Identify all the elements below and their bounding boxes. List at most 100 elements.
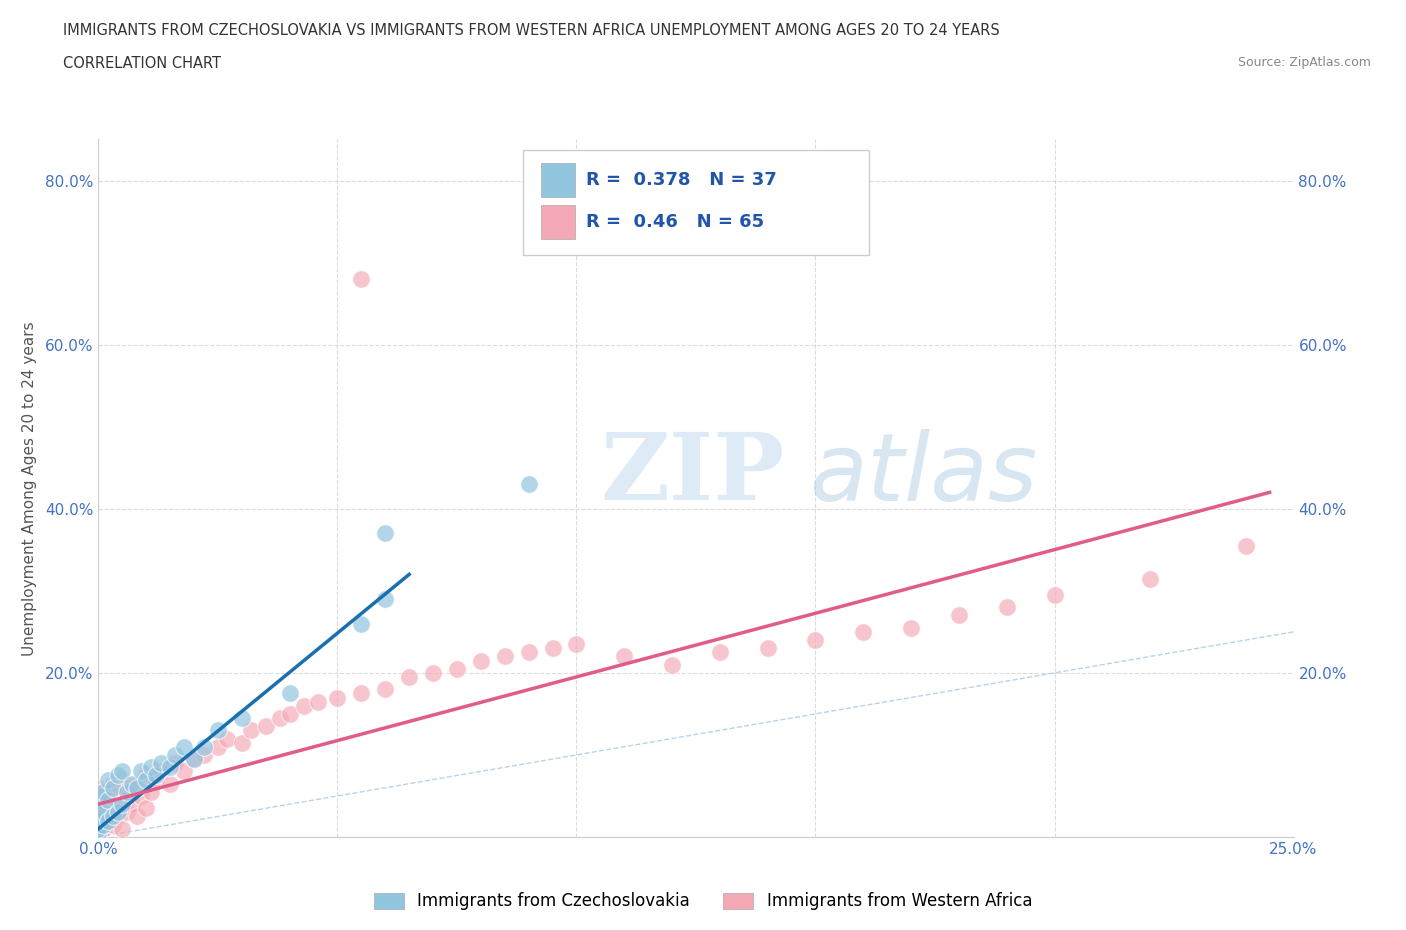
Point — [87, 801, 110, 816]
Point — [115, 784, 138, 799]
Point — [1234, 538, 1257, 553]
Y-axis label: Unemployment Among Ages 20 to 24 years: Unemployment Among Ages 20 to 24 years — [21, 321, 37, 656]
Text: ZIP: ZIP — [600, 430, 785, 519]
Point — [163, 748, 186, 763]
Point — [948, 608, 970, 623]
Point — [374, 682, 396, 697]
Point — [995, 600, 1018, 615]
Point — [139, 784, 162, 799]
Point — [470, 653, 492, 668]
Point — [269, 711, 291, 725]
Point — [87, 789, 110, 804]
Point — [139, 760, 162, 775]
Point — [107, 784, 129, 799]
Point — [278, 707, 301, 722]
Point — [135, 772, 157, 787]
Point — [350, 686, 373, 701]
Point — [350, 272, 373, 286]
Point — [565, 637, 588, 652]
Point — [125, 809, 148, 824]
Point — [231, 711, 253, 725]
Point — [1043, 588, 1066, 603]
Point — [91, 821, 114, 836]
Point — [709, 644, 731, 659]
Point — [145, 768, 167, 783]
Point — [254, 719, 277, 734]
Point — [350, 617, 373, 631]
Point — [900, 620, 922, 635]
Point — [101, 780, 124, 795]
Point — [307, 694, 329, 709]
FancyBboxPatch shape — [523, 150, 869, 255]
Point — [111, 772, 134, 787]
Point — [398, 670, 420, 684]
Point — [87, 813, 110, 828]
Point — [193, 739, 215, 754]
Point — [115, 805, 138, 820]
Point — [91, 784, 114, 799]
Point — [97, 792, 120, 807]
Point — [494, 649, 516, 664]
Point — [111, 821, 134, 836]
Point — [87, 826, 110, 841]
Point — [101, 817, 124, 832]
Point — [111, 764, 134, 778]
Point — [217, 731, 239, 746]
Point — [97, 772, 120, 787]
Point — [326, 690, 349, 705]
Point — [97, 813, 120, 828]
Point — [87, 826, 110, 841]
Text: CORRELATION CHART: CORRELATION CHART — [63, 56, 221, 71]
Text: R =  0.378   N = 37: R = 0.378 N = 37 — [586, 171, 776, 189]
Point — [145, 772, 167, 787]
Point — [101, 801, 124, 816]
Point — [91, 784, 114, 799]
Point — [446, 661, 468, 676]
Point — [91, 805, 114, 820]
Point — [422, 666, 444, 681]
Point — [207, 739, 229, 754]
Point — [91, 809, 114, 824]
Point — [517, 477, 540, 492]
Point — [131, 764, 153, 778]
Point — [149, 764, 172, 778]
Point — [115, 780, 138, 795]
Point — [121, 797, 143, 812]
Point — [87, 805, 110, 820]
Point — [183, 751, 205, 766]
Point — [159, 760, 181, 775]
Point — [135, 801, 157, 816]
Point — [1139, 571, 1161, 586]
Point — [107, 768, 129, 783]
FancyBboxPatch shape — [540, 205, 575, 239]
Point — [149, 756, 172, 771]
Point — [135, 768, 157, 783]
Text: atlas: atlas — [810, 429, 1038, 520]
Point — [125, 777, 148, 791]
Point — [125, 780, 148, 795]
Point — [852, 624, 875, 639]
Point — [173, 739, 195, 754]
Text: Source: ZipAtlas.com: Source: ZipAtlas.com — [1237, 56, 1371, 69]
Point — [101, 777, 124, 791]
Point — [121, 777, 143, 791]
Point — [231, 736, 253, 751]
Point — [101, 809, 124, 824]
Point — [87, 821, 110, 836]
Point — [374, 591, 396, 606]
Point — [91, 817, 114, 832]
Legend: Immigrants from Czechoslovakia, Immigrants from Western Africa: Immigrants from Czechoslovakia, Immigran… — [367, 885, 1039, 917]
Point — [87, 817, 110, 832]
Point — [804, 632, 827, 647]
Text: IMMIGRANTS FROM CZECHOSLOVAKIA VS IMMIGRANTS FROM WESTERN AFRICA UNEMPLOYMENT AM: IMMIGRANTS FROM CZECHOSLOVAKIA VS IMMIGR… — [63, 23, 1000, 38]
Point — [159, 777, 181, 791]
Point — [193, 748, 215, 763]
Point — [111, 797, 134, 812]
Point — [111, 801, 134, 816]
Point — [183, 751, 205, 766]
Point — [131, 789, 153, 804]
Point — [278, 686, 301, 701]
Point — [173, 764, 195, 778]
Text: R =  0.46   N = 65: R = 0.46 N = 65 — [586, 213, 763, 231]
Point — [107, 805, 129, 820]
